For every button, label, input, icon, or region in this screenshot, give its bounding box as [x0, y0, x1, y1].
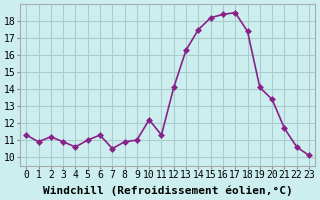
X-axis label: Windchill (Refroidissement éolien,°C): Windchill (Refroidissement éolien,°C) [43, 185, 292, 196]
